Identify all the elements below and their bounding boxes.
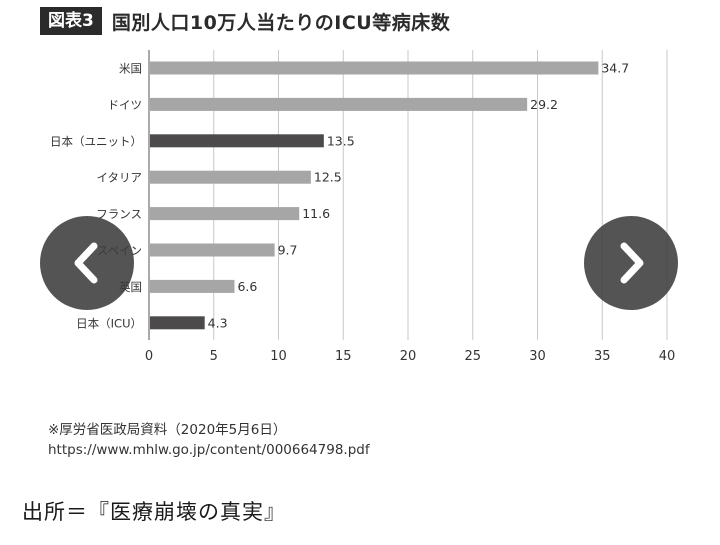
category-label: フランス	[96, 207, 142, 221]
chevron-right-icon	[620, 242, 644, 284]
category-label: 日本（ICU）	[76, 316, 142, 330]
x-tick-label: 40	[659, 349, 676, 364]
bar	[150, 207, 300, 221]
data-label: 4.3	[208, 315, 228, 330]
chart-title: 国別人口10万人当たりのICU等病床数	[111, 11, 451, 34]
next-slide-button[interactable]	[584, 216, 678, 310]
x-tick-label: 25	[464, 349, 481, 364]
prev-slide-button[interactable]	[40, 216, 134, 310]
data-label: 34.7	[601, 61, 629, 76]
bar	[150, 279, 235, 293]
category-label: 日本（ユニット）	[50, 134, 142, 148]
bar	[150, 316, 205, 330]
data-label: 11.6	[302, 206, 330, 221]
x-tick-label: 5	[210, 349, 218, 364]
x-tick-label: 20	[400, 349, 417, 364]
data-label: 29.2	[530, 97, 558, 112]
data-label: 13.5	[327, 133, 355, 148]
figure-header: 図表3 国別人口10万人当たりのICU等病床数	[40, 6, 450, 36]
x-tick-label: 30	[529, 349, 546, 364]
chevron-left-icon	[74, 242, 98, 284]
source-url: https://www.mhlw.go.jp/content/000664798…	[48, 442, 370, 458]
data-label: 12.5	[314, 170, 342, 185]
source-note: ※厚労省医政局資料（2020年5月6日）	[48, 422, 287, 438]
bar	[150, 61, 599, 75]
category-label: 米国	[119, 62, 142, 76]
category-label: ドイツ	[108, 98, 143, 112]
bar	[150, 170, 311, 184]
category-label: イタリア	[96, 171, 142, 185]
bar-chart: 0 5 10 15 20 25 30 35 40 米国 34.7 ドイツ 29.2 日本（ユニット） 13.…	[50, 50, 676, 364]
x-tick-label: 35	[594, 349, 611, 364]
data-label: 6.6	[237, 279, 257, 294]
bar	[150, 243, 275, 257]
bar	[150, 134, 324, 148]
x-tick-label: 0	[145, 349, 153, 364]
image-credit: 出所＝『医療崩壊の真実』	[22, 500, 286, 524]
x-tick-label: 15	[335, 349, 352, 364]
bar	[150, 97, 528, 111]
figure-badge: 図表3	[40, 7, 102, 35]
x-tick-label: 10	[270, 349, 287, 364]
data-label: 9.7	[278, 243, 298, 258]
